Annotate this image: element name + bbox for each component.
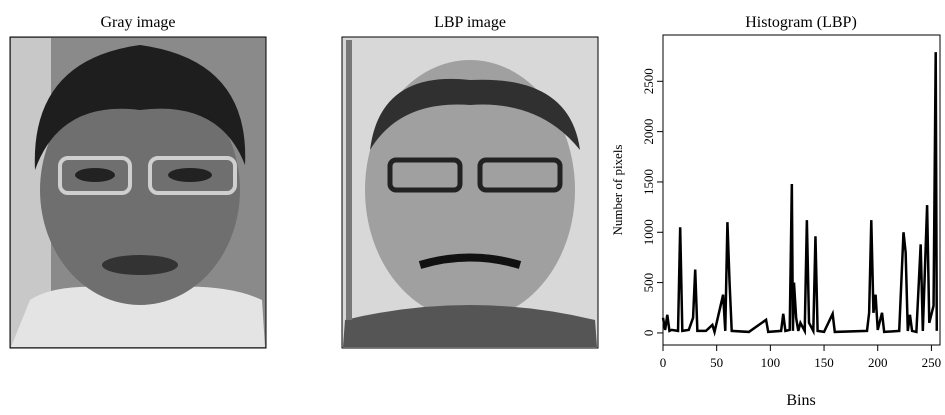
y-tick-label: 0	[641, 330, 656, 337]
x-tick-label: 200	[868, 355, 888, 370]
x-tick-label: 250	[922, 355, 942, 370]
y-tick-label: 2000	[641, 119, 656, 145]
chart-title: Histogram (LBP)	[745, 14, 857, 31]
x-tick-label: 50	[710, 355, 723, 370]
plot-frame	[662, 34, 941, 346]
lbp-image	[341, 36, 599, 349]
image-title: Gray image	[100, 14, 175, 31]
y-tick-label: 1500	[641, 169, 656, 195]
histogram-line	[661, 52, 939, 337]
y-tick-label: 1000	[641, 219, 656, 245]
y-tick-label: 500	[641, 273, 656, 293]
y-axis-label: Number of pixels	[610, 145, 625, 236]
x-tick-label: 150	[814, 355, 834, 370]
gray-image	[9, 36, 267, 349]
y-tick-label: 2500	[641, 68, 656, 94]
x-axis-label: Bins	[786, 392, 815, 409]
image-title: LBP image	[434, 14, 506, 31]
x-tick-label: 0	[660, 355, 667, 370]
x-tick-label: 100	[761, 355, 781, 370]
